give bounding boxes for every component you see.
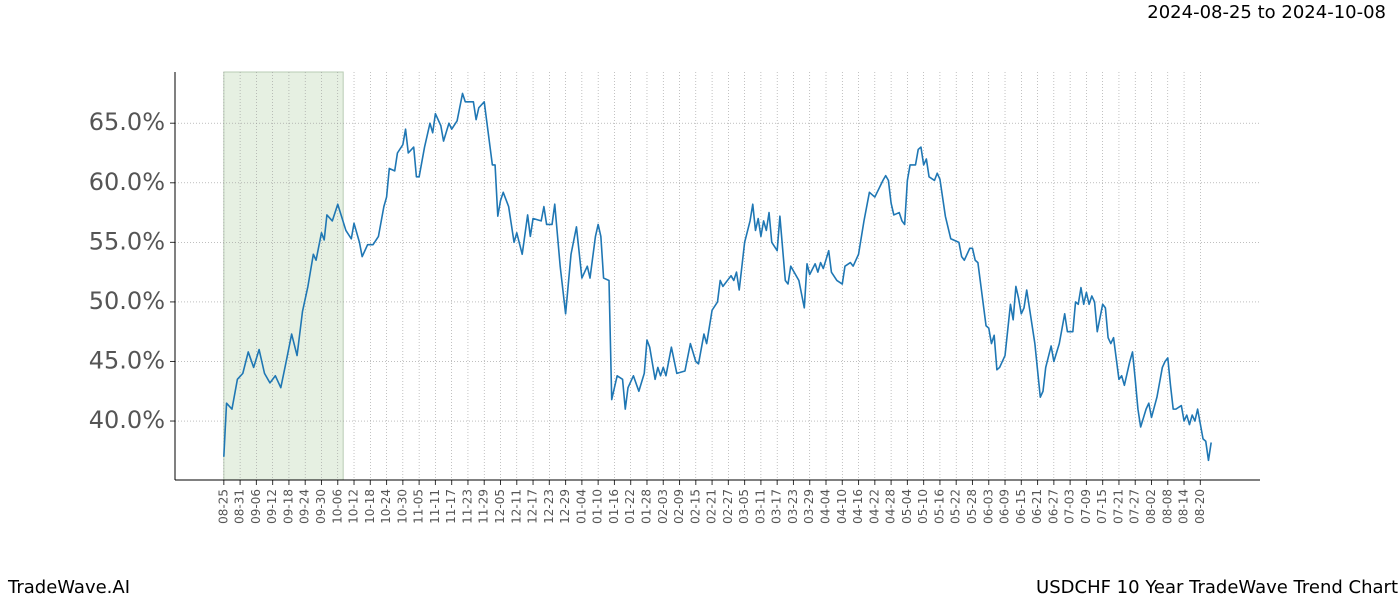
x-tick-label: 08-08	[1160, 489, 1174, 524]
x-tick-label: 07-15	[1095, 489, 1109, 524]
x-tick-label: 04-28	[884, 489, 898, 524]
brand: TradeWave.AI	[7, 577, 130, 598]
x-tick-label: 06-27	[1046, 489, 1060, 524]
shaded-range	[223, 71, 344, 481]
x-tick-label: 06-09	[998, 489, 1012, 524]
x-tick-label: 08-20	[1193, 489, 1207, 524]
x-tick-label: 09-30	[314, 489, 328, 524]
x-tick-label: 10-18	[363, 489, 377, 524]
x-tick-label: 03-17	[770, 489, 784, 524]
x-tick-label: 10-06	[330, 489, 344, 524]
x-tick-label: 02-09	[672, 489, 686, 524]
x-tick-label: 01-10	[591, 489, 605, 524]
x-tick-label: 04-04	[819, 489, 833, 524]
x-tick-label: 05-22	[949, 489, 963, 524]
x-tick-label: 10-30	[395, 489, 409, 524]
x-tick-label: 09-06	[249, 489, 263, 524]
x-tick-label: 11-17	[444, 489, 458, 524]
x-tick-label: 09-24	[298, 489, 312, 524]
x-tick-label: 02-15	[688, 489, 702, 524]
x-tick-label: 01-04	[574, 489, 588, 524]
x-tick-label: 05-10	[916, 489, 930, 524]
x-tick-label: 10-24	[379, 489, 393, 524]
y-tick-label: 45.0%	[89, 346, 165, 374]
x-tick-label: 02-21	[705, 489, 719, 524]
x-tick-label: 08-02	[1144, 489, 1158, 524]
x-tick-label: 07-03	[1063, 489, 1077, 524]
x-tick-label: 05-28	[965, 489, 979, 524]
x-tick-label: 08-31	[233, 489, 247, 524]
x-tick-label: 02-03	[656, 489, 670, 524]
x-tick-label: 03-11	[753, 489, 767, 524]
x-tick-label: 01-22	[623, 489, 637, 524]
y-tick-label: 65.0%	[89, 108, 165, 136]
x-tick-label: 12-29	[558, 489, 572, 524]
x-tick-label: 08-25	[216, 489, 230, 524]
x-tick-label: 04-16	[851, 489, 865, 524]
x-tick-label: 09-18	[281, 489, 295, 524]
y-tick-label: 60.0%	[89, 168, 165, 196]
x-tick-label: 12-17	[526, 489, 540, 524]
y-tick-label: 40.0%	[89, 406, 165, 434]
x-tick-label: 07-27	[1128, 489, 1142, 524]
chart-title: USDCHF 10 Year TradeWave Trend Chart	[1036, 577, 1398, 598]
x-tick-label: 03-23	[786, 489, 800, 524]
x-tick-label: 03-05	[737, 489, 751, 524]
x-tick-label: 11-23	[460, 489, 474, 524]
x-tick-label: 01-16	[607, 489, 621, 524]
x-tick-label: 11-11	[428, 489, 442, 524]
x-tick-label: 02-27	[721, 489, 735, 524]
x-tick-label: 12-11	[509, 489, 523, 524]
x-tick-label: 07-21	[1111, 489, 1125, 524]
x-tick-label: 07-09	[1079, 489, 1093, 524]
x-tick-label: 12-23	[542, 489, 556, 524]
x-tick-label: 04-10	[835, 489, 849, 524]
x-tick-label: 06-21	[1030, 489, 1044, 524]
y-tick-label: 50.0%	[89, 287, 165, 315]
chart-subtitle: 2024-08-25 to 2024-10-08	[1147, 2, 1386, 23]
x-tick-label: 11-29	[477, 489, 491, 524]
x-tick-label: 12-05	[493, 489, 507, 524]
x-tick-label: 06-15	[1014, 489, 1028, 524]
x-tick-label: 11-05	[412, 489, 426, 524]
x-tick-label: 09-12	[265, 489, 279, 524]
x-tick-label: 10-12	[347, 489, 361, 524]
x-tick-label: 03-29	[802, 489, 816, 524]
x-tick-label: 05-16	[932, 489, 946, 524]
x-tick-label: 08-14	[1177, 489, 1191, 524]
x-tick-label: 05-04	[900, 489, 914, 524]
x-tick-label: 01-28	[639, 489, 653, 524]
x-tick-label: 06-03	[981, 489, 995, 524]
line	[223, 92, 1212, 462]
y-tick-label: 55.0%	[89, 227, 165, 255]
x-tick-label: 04-22	[867, 489, 881, 524]
